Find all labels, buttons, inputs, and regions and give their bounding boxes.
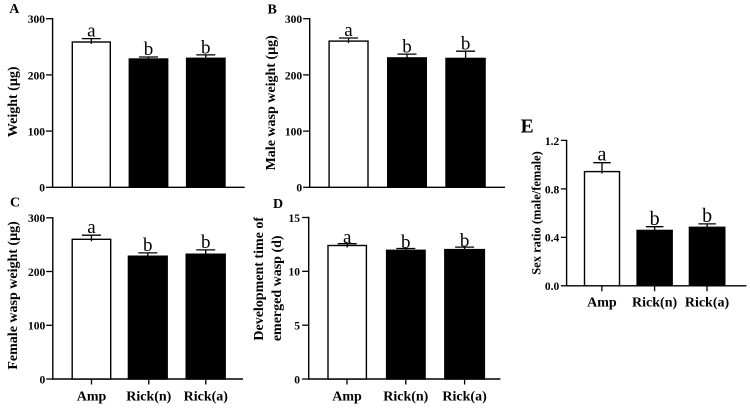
- svg-text:200: 200: [28, 267, 46, 279]
- svg-text:emerged wasp (d): emerged wasp (d): [270, 235, 285, 341]
- svg-text:E: E: [521, 116, 534, 137]
- svg-text:100: 100: [28, 126, 46, 138]
- svg-text:200: 200: [285, 70, 303, 82]
- svg-text:Rick(n): Rick(n): [632, 296, 677, 311]
- svg-text:Female wasp weight (µg): Female wasp weight (µg): [6, 221, 21, 370]
- svg-text:300: 300: [28, 213, 46, 225]
- svg-text:15: 15: [289, 213, 301, 225]
- svg-text:0.8: 0.8: [545, 184, 560, 196]
- svg-text:a: a: [343, 227, 352, 248]
- svg-text:0: 0: [39, 374, 45, 386]
- svg-text:0: 0: [294, 374, 300, 386]
- svg-text:b: b: [144, 39, 154, 60]
- svg-text:Rick(a): Rick(a): [685, 296, 730, 311]
- svg-text:b: b: [650, 208, 660, 230]
- svg-text:100: 100: [28, 321, 46, 333]
- svg-text:0: 0: [39, 183, 45, 195]
- svg-text:Rick(n): Rick(n): [383, 389, 428, 404]
- svg-text:b: b: [402, 36, 412, 57]
- svg-text:B: B: [268, 2, 277, 17]
- svg-text:10: 10: [289, 267, 301, 279]
- svg-text:a: a: [598, 143, 607, 165]
- svg-text:b: b: [201, 232, 211, 253]
- svg-text:300: 300: [285, 14, 303, 26]
- svg-text:Amp: Amp: [587, 296, 617, 311]
- svg-text:Amp: Amp: [332, 389, 362, 404]
- svg-text:100: 100: [285, 126, 303, 138]
- svg-text:b: b: [702, 205, 712, 227]
- svg-text:1.2: 1.2: [545, 136, 560, 148]
- svg-text:Male wasp weight (µg): Male wasp weight (µg): [264, 35, 279, 171]
- svg-text:Rick(n): Rick(n): [126, 389, 171, 404]
- svg-text:a: a: [344, 20, 353, 41]
- svg-text:Sex ratio (male/female): Sex ratio (male/female): [530, 151, 544, 275]
- svg-text:200: 200: [28, 70, 46, 82]
- svg-text:D: D: [273, 197, 283, 212]
- svg-text:0: 0: [296, 183, 302, 195]
- svg-text:C: C: [10, 195, 20, 210]
- svg-text:0.0: 0.0: [545, 281, 560, 293]
- svg-text:Rick(a): Rick(a): [184, 389, 229, 404]
- svg-text:0.4: 0.4: [545, 233, 560, 245]
- svg-text:b: b: [401, 232, 411, 253]
- svg-text:b: b: [201, 37, 211, 58]
- svg-text:300: 300: [28, 14, 46, 26]
- svg-text:Rick(a): Rick(a): [442, 389, 487, 404]
- svg-text:a: a: [87, 217, 96, 238]
- svg-text:a: a: [87, 21, 96, 42]
- svg-text:b: b: [460, 231, 470, 252]
- svg-text:Weight (µg): Weight (µg): [6, 66, 21, 137]
- svg-text:5: 5: [294, 321, 300, 333]
- svg-text:b: b: [143, 235, 153, 256]
- svg-text:A: A: [9, 2, 20, 17]
- svg-text:b: b: [461, 33, 471, 54]
- svg-text:Amp: Amp: [77, 389, 107, 404]
- svg-text:Development time of: Development time of: [252, 217, 267, 341]
